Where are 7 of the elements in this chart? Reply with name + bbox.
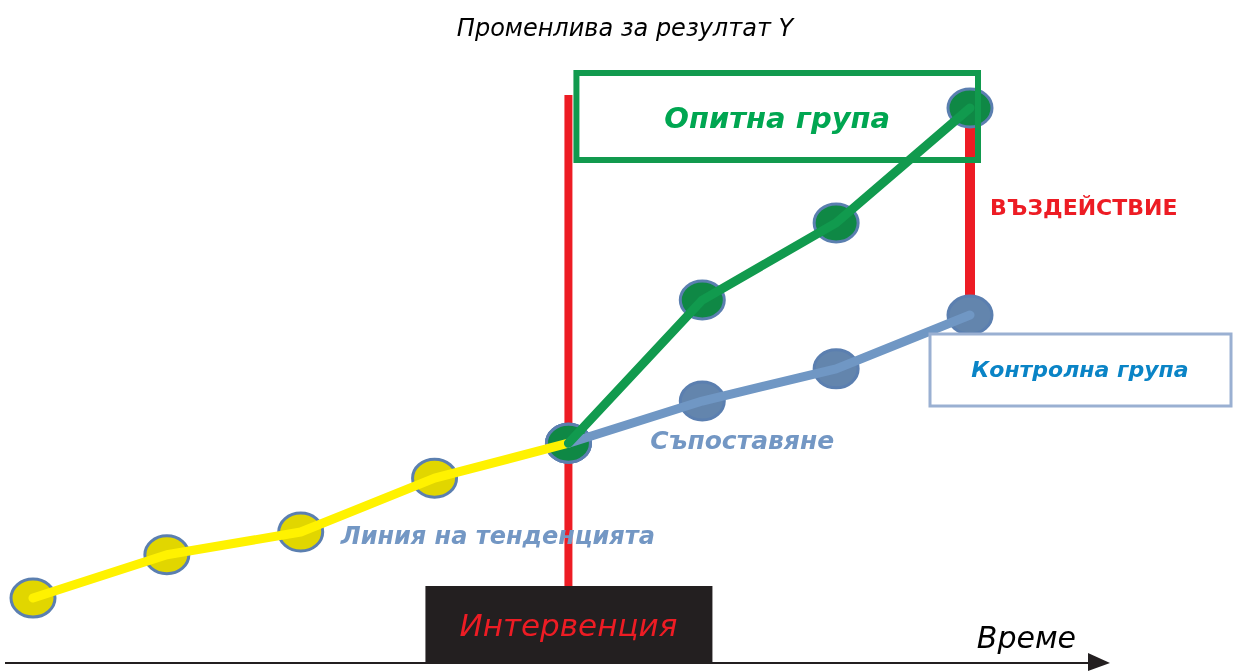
series-label: Контролна група [971,357,1189,382]
annotation: ВЪЗДЕЙСТВИЕ [990,195,1178,220]
annotation: Съпоставяне [650,426,835,456]
annotation: Интервенция [459,607,678,643]
y-axis-title: Променлива за резултат Y [456,14,796,42]
series-label: Опитна група [664,101,891,135]
x-axis-title: Време [976,620,1076,655]
